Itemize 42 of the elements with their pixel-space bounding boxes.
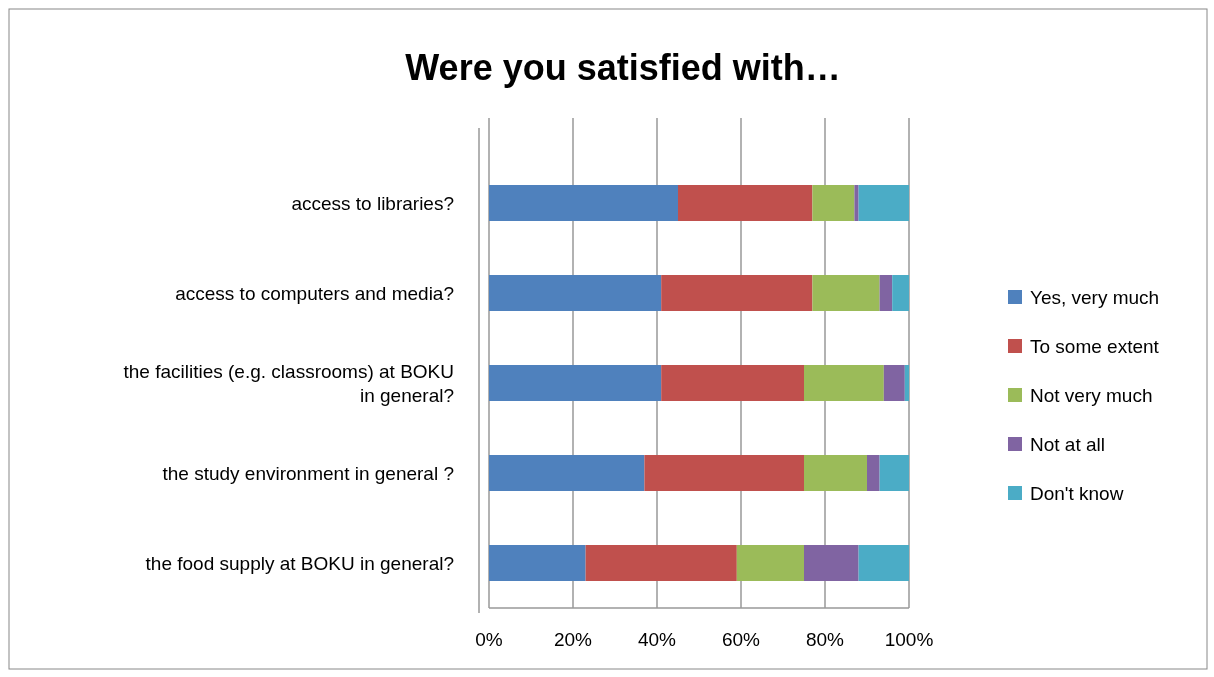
legend-label: Not very much — [1030, 385, 1153, 406]
bar — [644, 455, 804, 491]
bar — [892, 275, 909, 311]
chart-title: Were you satisfied with… — [405, 47, 841, 88]
legend-label: Don't know — [1030, 483, 1124, 504]
legend-label: To some extent — [1030, 336, 1160, 357]
x-tick-label: 20% — [553, 629, 593, 650]
bar — [661, 275, 813, 311]
bar — [489, 275, 662, 311]
bar — [883, 365, 905, 401]
bar — [904, 365, 909, 401]
bar — [867, 455, 880, 491]
bar — [736, 545, 804, 581]
bar — [804, 365, 884, 401]
y-tick-label: the facilities (e.g. classrooms) at BOKU in general? — [123, 361, 454, 406]
bar — [489, 455, 645, 491]
x-tick-label: 60% — [721, 629, 761, 650]
bar — [489, 185, 678, 221]
bar — [804, 455, 867, 491]
x-tick-label: 0% — [475, 629, 503, 650]
y-tick-label: the study environment in general ? — [162, 463, 454, 484]
legend-label: Yes, very much — [1030, 287, 1160, 308]
x-tick-label: 100% — [884, 629, 934, 650]
x-tick-label: 80% — [805, 629, 845, 650]
bar — [858, 185, 909, 221]
y-tick-label: access to computers and media? — [175, 283, 454, 304]
bar — [858, 545, 909, 581]
y-tick-label: the food supply at BOKU in general? — [145, 553, 454, 574]
bar — [804, 545, 859, 581]
bar — [854, 185, 859, 221]
bar — [879, 275, 893, 311]
bar — [812, 275, 880, 311]
bar — [879, 455, 909, 491]
bar — [678, 185, 813, 221]
legend-label: Not at all — [1030, 434, 1105, 455]
x-tick-label: 40% — [637, 629, 677, 650]
bar — [661, 365, 804, 401]
y-tick-label: access to libraries? — [291, 193, 454, 214]
bar — [812, 185, 855, 221]
bar — [489, 365, 662, 401]
bar — [489, 545, 586, 581]
bar — [585, 545, 737, 581]
